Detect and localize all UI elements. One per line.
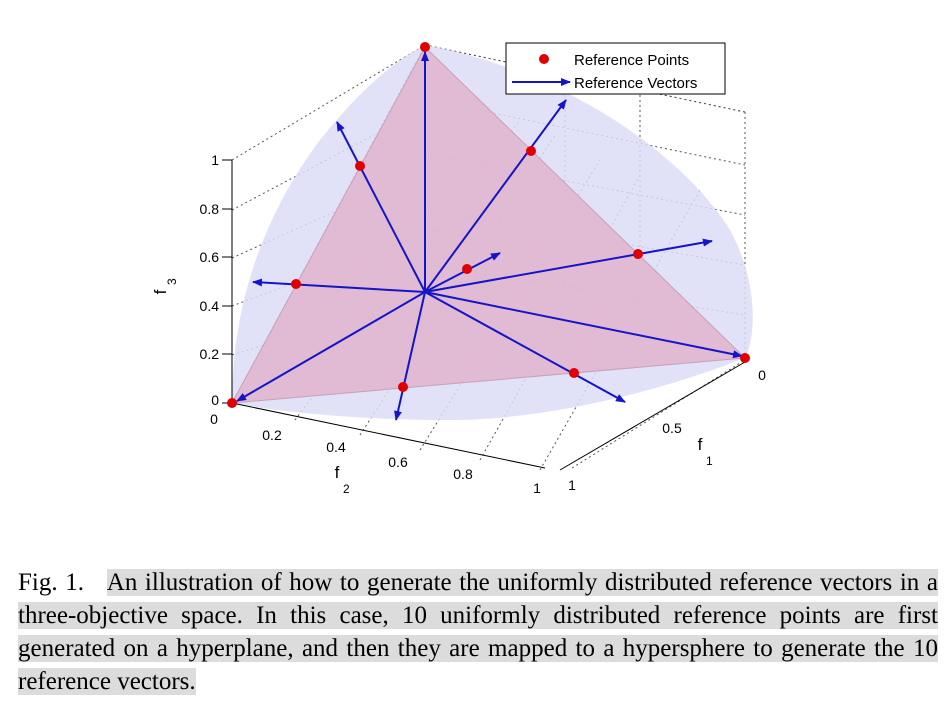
f3-tick-labels: 1 0.8 0.6 0.4 0.2 0 [200,152,220,408]
svg-text:3: 3 [165,278,179,285]
f1-tick: 0.5 [662,420,682,436]
f2-axis-label: f 2 [335,463,350,496]
f1-tick: 1 [568,477,576,493]
f3-tick: 0 [211,392,219,408]
caption-text: An illustration of how to generate the u… [18,569,938,695]
reference-vector [424,238,713,293]
svg-text:1: 1 [706,454,713,468]
reference-point [291,279,301,289]
reference-vector [336,121,426,293]
reference-point [740,353,750,363]
f2-tick: 1 [533,480,541,496]
f2-tick: 0.8 [453,466,473,482]
reference-vector [424,291,626,403]
f2-tick: 0.4 [326,439,346,455]
f3-tick: 0.2 [200,346,220,362]
svg-text:f: f [151,289,170,294]
f3-tick: 0.6 [200,249,220,265]
reference-point [462,264,472,274]
reference-vector [394,291,426,421]
svg-text:f: f [335,463,340,482]
legend-vectors-label: Reference Vectors [574,75,697,92]
hyperplane-triangle [231,46,747,404]
svg-text:f: f [698,435,703,454]
f3-tick: 1 [211,152,219,168]
reference-point [569,368,579,378]
reference-point [633,249,643,259]
legend-point-marker [539,54,549,64]
reference-vector [236,291,426,402]
reference-point [526,146,536,156]
reference-points [227,42,750,408]
f2-tick: 0.6 [388,454,408,470]
reference-vectors [236,51,743,421]
f3-tick: 0.4 [200,298,220,314]
axes [222,159,746,471]
caption-prefix: Fig. 1. [18,569,84,596]
f2-tick: 0.2 [262,427,282,443]
f3-axis-label: f 3 [151,278,179,294]
reference-vector [252,278,426,293]
svg-text:2: 2 [343,482,350,496]
f1-axis-label: f 1 [698,435,713,468]
legend: Reference Points Reference Vectors [505,42,726,95]
figure-caption: Fig. 1. An illustration of how to genera… [18,566,938,698]
reference-point [227,398,237,408]
reference-vector [424,252,501,293]
reference-point [355,161,365,171]
legend-points-label: Reference Points [574,52,689,69]
f3-tick: 0.8 [200,201,220,217]
reference-vector [424,99,567,293]
reference-point [398,382,408,392]
reference-vector [424,291,743,359]
reference-point [420,42,430,52]
f1-tick: 0 [758,367,766,383]
f2-tick: 0 [210,411,218,427]
f2-tick-labels: 0 0.2 0.4 0.6 0.8 1 [210,411,541,496]
f1-tick-labels: 0 0.5 1 [568,367,766,493]
figure-3d-plot: 1 0.8 0.6 0.4 0.2 0 0 0.2 0.4 0.6 0.8 1 … [151,42,766,496]
